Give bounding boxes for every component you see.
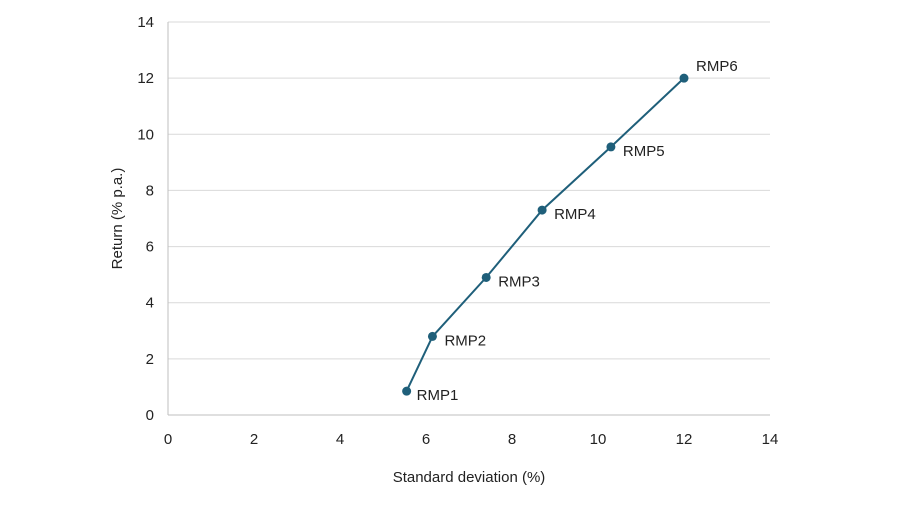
- x-tick-label: 14: [762, 431, 779, 448]
- grid-lines: [168, 21, 770, 360]
- data-label-rmp2: RMP2: [444, 332, 486, 349]
- series-layer: RMP1 RMP2 RMP3 RMP4 RMP5 RMP6: [402, 58, 738, 404]
- y-tick-label: 4: [146, 295, 154, 312]
- y-tick-label: 14: [137, 14, 154, 31]
- x-tick-label: 2: [250, 431, 258, 448]
- data-point-rmp1: [402, 386, 412, 396]
- data-label-rmp3: RMP3: [498, 273, 540, 290]
- data-label-rmp4: RMP4: [554, 206, 596, 223]
- data-label-rmp5: RMP5: [623, 143, 665, 160]
- series-line: [405, 77, 685, 392]
- y-tick-label: 2: [146, 351, 154, 368]
- x-tick-label: 10: [590, 431, 607, 448]
- data-point-rmp2: [427, 331, 437, 341]
- data-point-rmp6: [679, 73, 689, 83]
- data-label-rmp6: RMP6: [696, 58, 738, 75]
- x-tick-label: 4: [336, 431, 344, 448]
- y-tick-label: 12: [137, 70, 154, 87]
- y-tick-label: 10: [137, 126, 154, 143]
- data-point-rmp3: [481, 272, 491, 282]
- y-tick-label: 0: [146, 407, 154, 424]
- y-axis-title: Return (% p.a.): [109, 168, 126, 270]
- axes: [167, 22, 770, 416]
- data-point-rmp5: [606, 142, 616, 152]
- x-tick-label: 6: [422, 431, 430, 448]
- tick-labels: 0 2 4 6 8 10 12 14 0 2 4 6 8 10 12 14: [137, 14, 778, 448]
- data-point-rmp4: [537, 205, 547, 215]
- x-axis-title: Standard deviation (%): [393, 469, 546, 486]
- x-tick-label: 12: [676, 431, 693, 448]
- x-tick-label: 8: [508, 431, 516, 448]
- y-tick-label: 8: [146, 182, 154, 199]
- y-tick-label: 6: [146, 239, 154, 256]
- data-label-rmp1: RMP1: [417, 387, 459, 404]
- x-tick-label: 0: [164, 431, 172, 448]
